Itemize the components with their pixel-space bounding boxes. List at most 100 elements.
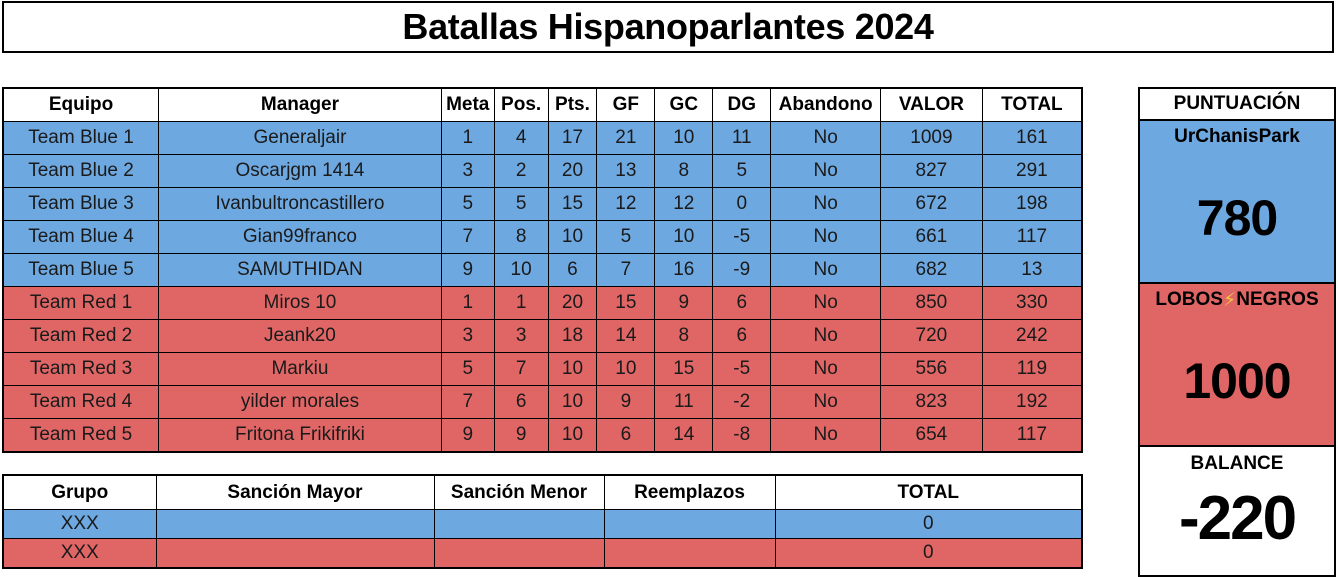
standings-cell-abandono: No [770,187,882,221]
red-team-name: LOBOS ⚡ NEGROS [1155,284,1318,316]
standings-cell-equipo: Team Blue 1 [2,121,160,155]
standings-cell-abandono: No [770,121,882,155]
standings-cell-gc: 8 [654,154,714,188]
standings-cell-abandono: No [770,385,882,419]
standings-cell-meta: 9 [440,418,495,453]
standings-cell-meta: 1 [440,121,495,155]
standings-cell-meta: 3 [440,154,495,188]
standings-cell-manager: SAMUTHIDAN [158,253,442,287]
red-team-score-box: LOBOS ⚡ NEGROS 1000 [1140,284,1334,447]
standings-cell-meta: 3 [440,319,495,353]
standings-cell-valor: 682 [880,253,983,287]
standings-cell-gc: 8 [654,319,714,353]
sanctions-header-sancion-menor: Sanción Menor [433,474,605,510]
standings-cell-equipo: Team Blue 4 [2,220,160,254]
standings-row: Team Red 3 Markiu 5 7 10 10 15 -5 No 556 119 [2,352,1083,386]
red-team-score: 1000 [1183,352,1291,409]
sanctions-cell-sancion-menor [433,538,605,569]
score-panel: PUNTUACIÓN UrChanisPark 780 LOBOS ⚡ NEGR… [1138,87,1336,577]
standings-cell-valor: 850 [880,286,983,320]
standings-header-gf: GF [596,87,656,122]
standings-cell-pts: 15 [547,187,598,221]
standings-cell-gc: 10 [654,121,714,155]
standings-cell-equipo: Team Red 3 [2,352,160,386]
standings-cell-equipo: Team Red 1 [2,286,160,320]
standings-cell-dg: 6 [712,319,772,353]
standings-cell-abandono: No [770,253,882,287]
standings-cell-meta: 1 [440,286,495,320]
standings-cell-gf: 15 [596,286,656,320]
standings-row: Team Red 4 yilder morales 7 6 10 9 11 -2 No 823 19… [2,385,1083,419]
standings-cell-valor: 823 [880,385,983,419]
standings-cell-pts: 10 [547,220,598,254]
standings-cell-abandono: No [770,286,882,320]
standings-cell-total: 13 [981,253,1083,287]
sanctions-cell-total: 0 [774,509,1083,539]
standings-cell-pts: 6 [547,253,598,287]
standings-cell-total: 242 [981,319,1083,353]
standings-cell-valor: 827 [880,154,983,188]
standings-cell-equipo: Team Blue 3 [2,187,160,221]
sanctions-row: XXX 0 [2,538,1083,569]
page-title: Batallas Hispanoparlantes 2024 [2,1,1334,53]
standings-cell-total: 117 [981,418,1083,453]
standings-cell-gf: 5 [596,220,656,254]
standings-row: Team Blue 1 Generaljair 1 4 17 21 10 11 No 1009 16… [2,121,1083,155]
standings-cell-meta: 7 [440,385,495,419]
standings-cell-manager: Gian99franco [158,220,442,254]
standings-cell-dg: 0 [712,187,772,221]
sanctions-header-grupo: Grupo [2,474,157,510]
standings-cell-pts: 17 [547,121,598,155]
standings-cell-equipo: Team Blue 5 [2,253,160,287]
sanctions-cell-sancion-menor [433,509,605,539]
standings-cell-pos: 10 [493,253,549,287]
standings-cell-pts: 10 [547,385,598,419]
standings-cell-gf: 10 [596,352,656,386]
standings-header-equipo: Equipo [2,87,160,122]
standings-cell-pos: 9 [493,418,549,453]
standings-cell-valor: 1009 [880,121,983,155]
sanctions-cell-total: 0 [774,538,1083,569]
standings-cell-dg: 11 [712,121,772,155]
sanctions-table: Grupo Sanción Mayor Sanción Menor Reemplazo… [2,474,1083,569]
standings-cell-abandono: No [770,154,882,188]
standings-cell-pos: 5 [493,187,549,221]
standings-cell-total: 330 [981,286,1083,320]
standings-cell-meta: 7 [440,220,495,254]
red-team-name-right: NEGROS [1236,289,1319,310]
blue-team-score-box: UrChanisPark 780 [1140,121,1334,284]
standings-cell-gc: 16 [654,253,714,287]
standings-cell-gc: 11 [654,385,714,419]
standings-cell-abandono: No [770,319,882,353]
standings-cell-dg: -5 [712,352,772,386]
standings-cell-valor: 672 [880,187,983,221]
standings-cell-dg: 5 [712,154,772,188]
standings-cell-gf: 21 [596,121,656,155]
sanctions-cell-grupo: XXX [2,538,157,569]
standings-cell-gf: 6 [596,418,656,453]
standings-table: Equipo Manager Meta Pos. Pts. GF GC DG Abandono V… [2,87,1083,453]
sanctions-cell-grupo: XXX [2,509,157,539]
sanctions-header-row: Grupo Sanción Mayor Sanción Menor Reemplazo… [2,474,1083,510]
standings-cell-abandono: No [770,352,882,386]
standings-header-pos: Pos. [493,87,549,122]
standings-cell-pts: 10 [547,418,598,453]
standings-cell-dg: -5 [712,220,772,254]
standings-cell-equipo: Team Red 5 [2,418,160,453]
standings-cell-equipo: Team Red 4 [2,385,160,419]
sanctions-cell-sancion-mayor [155,509,435,539]
standings-cell-gf: 14 [596,319,656,353]
standings-cell-gc: 14 [654,418,714,453]
standings-cell-valor: 720 [880,319,983,353]
standings-cell-pts: 10 [547,352,598,386]
sanctions-cell-reemplazos [603,509,776,539]
standings-header-meta: Meta [440,87,495,122]
red-team-name-left: LOBOS [1155,289,1223,310]
standings-cell-valor: 661 [880,220,983,254]
standings-header-dg: DG [712,87,772,122]
standings-header-abandono: Abandono [770,87,882,122]
standings-cell-gf: 9 [596,385,656,419]
standings-header-gc: GC [654,87,714,122]
standings-cell-pts: 18 [547,319,598,353]
standings-row: Team Red 2 Jeank20 3 3 18 14 8 6 No 720 242 [2,319,1083,353]
